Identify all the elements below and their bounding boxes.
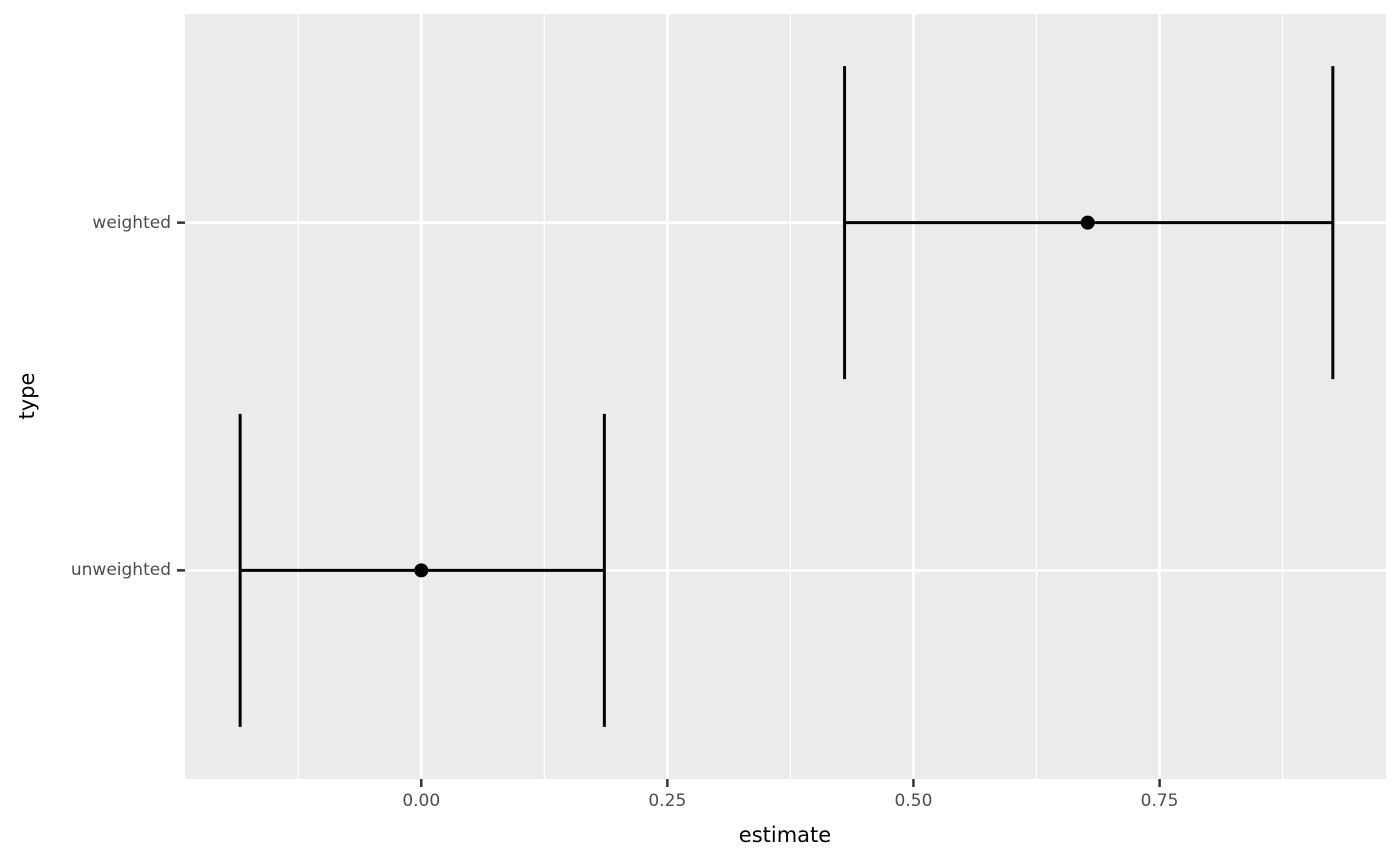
x-tick-label: 0.00 — [402, 791, 441, 811]
x-axis-title: estimate — [738, 823, 832, 847]
panel-background — [185, 14, 1386, 779]
point-estimate-weighted — [1080, 215, 1095, 230]
x-tick-label: 0.25 — [648, 791, 687, 811]
y-tick-label: unweighted — [70, 560, 171, 581]
point-estimate-unweighted — [414, 563, 429, 578]
y-tick-label: weighted — [92, 212, 171, 233]
x-tick-label: 0.50 — [894, 791, 933, 811]
x-tick-label: 0.75 — [1140, 791, 1179, 811]
y-axis-title: type — [15, 372, 39, 420]
